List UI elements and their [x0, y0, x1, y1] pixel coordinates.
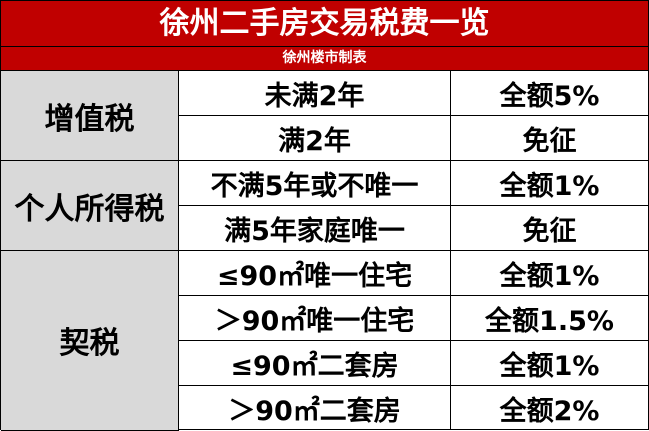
rate-cell: 全额5% [450, 71, 648, 116]
page-title: 徐州二手房交易税费一览 [1, 1, 648, 47]
condition-cell: ＞90㎡二套房 [178, 385, 451, 430]
table-row: 契税 ≤90㎡唯一住宅 全额1% [1, 250, 648, 431]
table-row: 增值税 未满2年 全额5% [1, 71, 648, 161]
condition-cell: ≤90㎡二套房 [178, 340, 451, 386]
table-row: 满5年家庭唯一 免征 [1, 205, 648, 251]
condition-cell: 满2年 [178, 115, 451, 161]
tax-category: 增值税 [1, 71, 179, 161]
condition-cell: 满5年家庭唯一 [178, 205, 451, 251]
table-row: ≤90㎡二套房 全额1% [1, 340, 648, 386]
tax-category: 契税 [1, 250, 179, 431]
condition-cell: 不满5年或不唯一 [178, 160, 451, 206]
rate-cell: 全额2% [450, 385, 648, 430]
table-row: 个人所得税 不满5年或不唯一 全额1% [1, 160, 648, 251]
rate-cell: 全额1% [450, 160, 648, 206]
rate-cell: 免征 [450, 205, 648, 251]
rate-cell: 全额1.5% [450, 295, 648, 341]
condition-cell: 未满2年 [178, 71, 451, 116]
subtitle: 徐州楼市制表 [1, 47, 648, 71]
table-row: ＞90㎡二套房 全额2% [1, 385, 648, 430]
tax-table: 增值税 未满2年 全额5% 满2年 免征 个人所得税 不满5年或不唯一 全额1%… [1, 71, 648, 431]
condition-cell: ＞90㎡唯一住宅 [178, 295, 451, 341]
rate-cell: 全额1% [450, 340, 648, 386]
tax-category: 个人所得税 [1, 160, 179, 251]
condition-cell: ≤90㎡唯一住宅 [178, 250, 451, 296]
rate-cell: 免征 [450, 115, 648, 161]
rate-cell: 全额1% [450, 250, 648, 296]
table-row: 满2年 免征 [1, 115, 648, 161]
